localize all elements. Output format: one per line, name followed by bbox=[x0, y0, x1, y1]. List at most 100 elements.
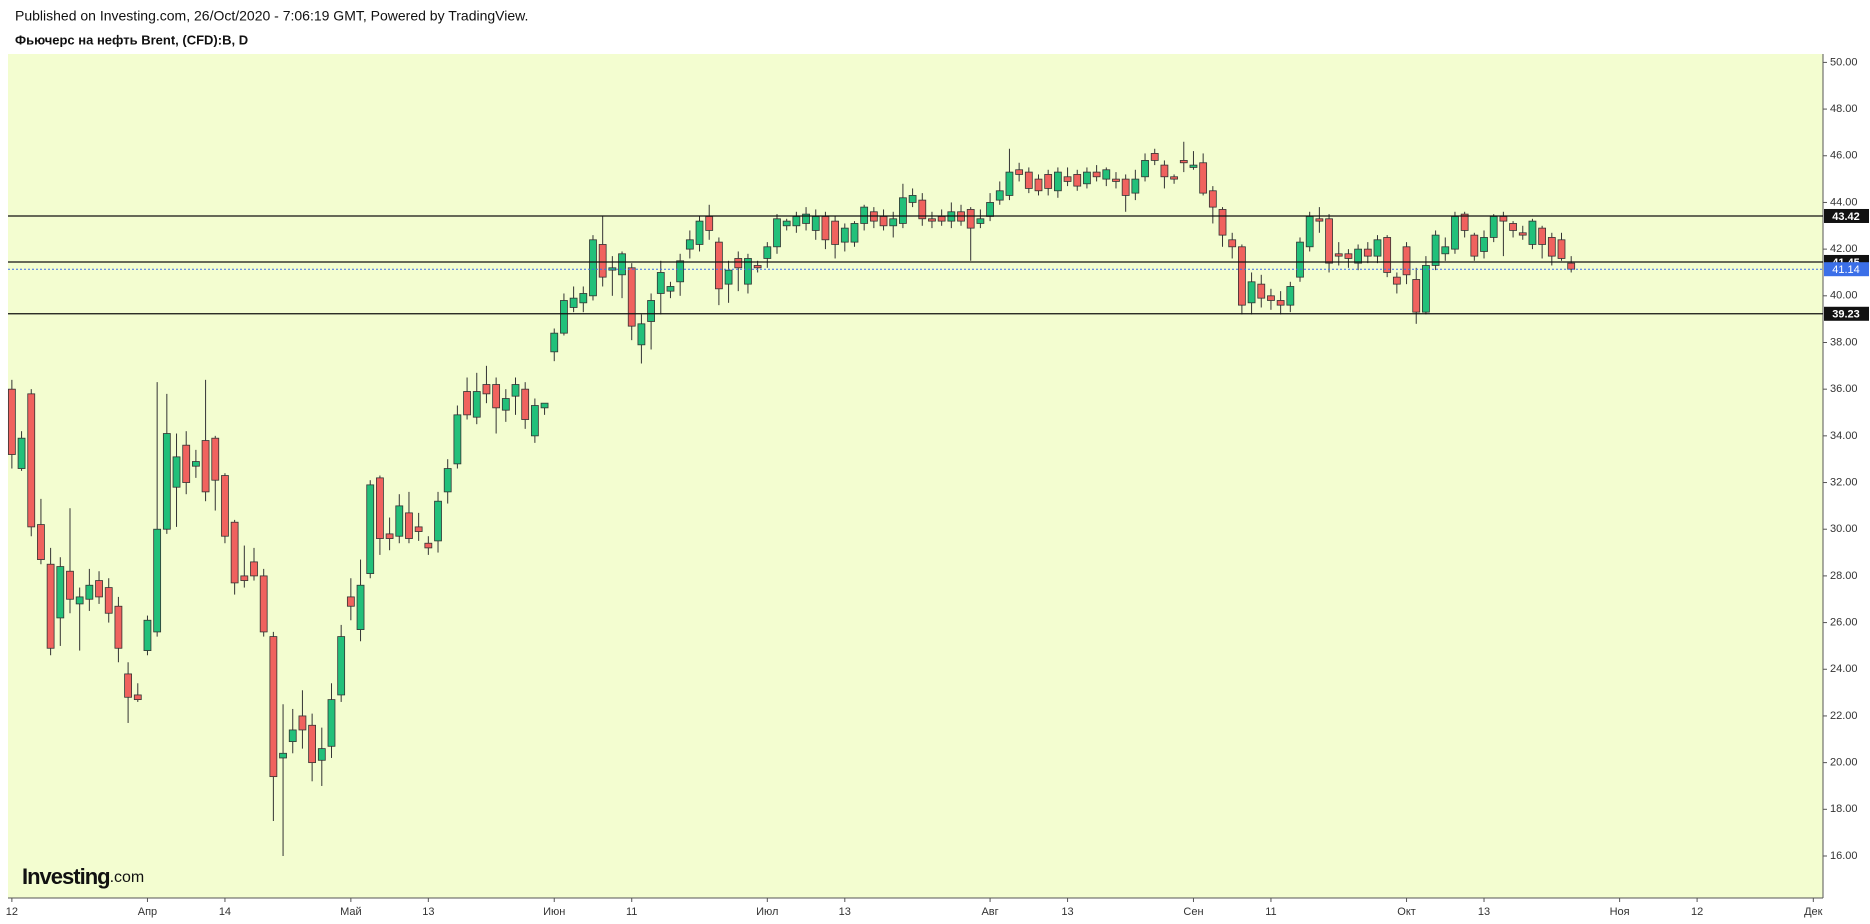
candle-body bbox=[172, 456, 181, 488]
candle-body bbox=[1363, 248, 1372, 257]
candle-body bbox=[569, 297, 578, 308]
logo-main: Investing bbox=[22, 864, 110, 889]
candle-body bbox=[511, 384, 520, 397]
candle-body bbox=[192, 461, 200, 467]
candle-body bbox=[1412, 279, 1421, 313]
candle-body bbox=[298, 715, 307, 731]
candle-body bbox=[1402, 246, 1411, 276]
candle-body bbox=[879, 216, 888, 227]
candle-body bbox=[889, 218, 898, 227]
candle-body bbox=[443, 468, 452, 493]
candle-body bbox=[763, 246, 772, 259]
candle-body bbox=[1567, 262, 1576, 270]
candle-body bbox=[1024, 171, 1033, 189]
candle-body bbox=[501, 398, 510, 411]
candle-body bbox=[666, 286, 675, 292]
candle-body bbox=[37, 524, 45, 560]
y-tick-label: 34.00 bbox=[1830, 430, 1858, 442]
y-tick-label: 16.00 bbox=[1830, 850, 1858, 862]
x-tick-label: Май bbox=[340, 906, 362, 918]
y-tick-label: 38.00 bbox=[1830, 336, 1858, 348]
candle-body bbox=[182, 444, 191, 483]
candle-body bbox=[831, 220, 839, 245]
candle-body bbox=[221, 475, 229, 537]
candle-body bbox=[7, 388, 16, 455]
candle-body bbox=[908, 195, 917, 203]
candle-body bbox=[995, 190, 1004, 201]
candle-body bbox=[414, 526, 423, 532]
candle-body bbox=[1489, 216, 1498, 238]
y-tick-label: 42.00 bbox=[1830, 243, 1858, 255]
level-label: 39.23 bbox=[1832, 309, 1860, 321]
candle-body bbox=[540, 402, 549, 409]
candle-body bbox=[782, 220, 791, 227]
candle-body bbox=[240, 575, 249, 581]
y-tick-label: 26.00 bbox=[1830, 616, 1858, 628]
candle-body bbox=[288, 729, 297, 743]
candle-body bbox=[753, 265, 762, 269]
candle-body bbox=[1247, 281, 1256, 304]
candle-body bbox=[1102, 169, 1111, 180]
candle-body bbox=[1480, 237, 1488, 252]
candle-body bbox=[1286, 286, 1295, 306]
candle-body bbox=[230, 521, 239, 584]
candle-body bbox=[1547, 237, 1556, 257]
y-tick-label: 40.00 bbox=[1830, 290, 1858, 302]
logo: Investing.com bbox=[22, 864, 144, 889]
level-label-box bbox=[1824, 208, 1869, 223]
candle-body bbox=[1015, 169, 1024, 175]
candle-body bbox=[1383, 237, 1392, 273]
y-tick-label: 18.00 bbox=[1830, 803, 1858, 815]
candle-body bbox=[1189, 164, 1198, 168]
candle-body bbox=[85, 584, 94, 600]
candle-body bbox=[860, 206, 869, 224]
candle-body bbox=[133, 694, 142, 701]
candle-body bbox=[259, 575, 268, 633]
x-tick-label: 11 bbox=[1265, 906, 1276, 918]
candle-body bbox=[773, 218, 781, 248]
candle-body bbox=[1315, 218, 1324, 222]
candle-body bbox=[376, 477, 384, 539]
candle-body bbox=[250, 561, 258, 577]
candle-body bbox=[1141, 160, 1149, 178]
candle-body bbox=[685, 239, 694, 250]
y-tick-label: 24.00 bbox=[1830, 663, 1858, 675]
x-tick-label: Окт bbox=[1397, 906, 1416, 918]
candle-body bbox=[899, 197, 907, 224]
candle-body bbox=[850, 223, 859, 243]
candle-body bbox=[1199, 162, 1208, 194]
chart-title: Фьючерс на нефть Brent, (CFD):B, D bbox=[15, 32, 248, 47]
x-tick-label: Дек bbox=[1804, 906, 1823, 918]
candle-body bbox=[1044, 174, 1053, 189]
candle-body bbox=[618, 253, 626, 276]
candle-body bbox=[1296, 241, 1304, 278]
candle-body bbox=[715, 241, 723, 290]
x-tick-label: Июн bbox=[543, 906, 565, 918]
candle-body bbox=[201, 440, 210, 493]
candle-body bbox=[928, 218, 936, 222]
candle-body bbox=[1538, 227, 1547, 245]
candle-body bbox=[1305, 216, 1314, 248]
y-tick-label: 48.00 bbox=[1830, 103, 1858, 115]
candle-body bbox=[1005, 171, 1014, 196]
candle-body bbox=[792, 216, 801, 227]
candle-body bbox=[627, 267, 636, 327]
candle-body bbox=[327, 699, 336, 747]
candle-body bbox=[1441, 246, 1450, 255]
candle-body bbox=[1325, 218, 1333, 264]
candle-body bbox=[356, 584, 365, 630]
candle-body bbox=[143, 619, 152, 651]
candle-body bbox=[17, 437, 26, 469]
candle-body bbox=[1431, 234, 1440, 266]
candle-body bbox=[395, 505, 404, 537]
level-label: 43.42 bbox=[1832, 211, 1860, 223]
x-tick-label: Июл bbox=[756, 906, 778, 918]
candle-body bbox=[75, 596, 84, 605]
candle-body bbox=[162, 433, 171, 530]
candle-body bbox=[1373, 239, 1382, 257]
level-label-box bbox=[1824, 306, 1869, 321]
candle-body bbox=[114, 605, 123, 649]
candle-body bbox=[811, 216, 820, 231]
candle-body bbox=[1257, 283, 1266, 299]
